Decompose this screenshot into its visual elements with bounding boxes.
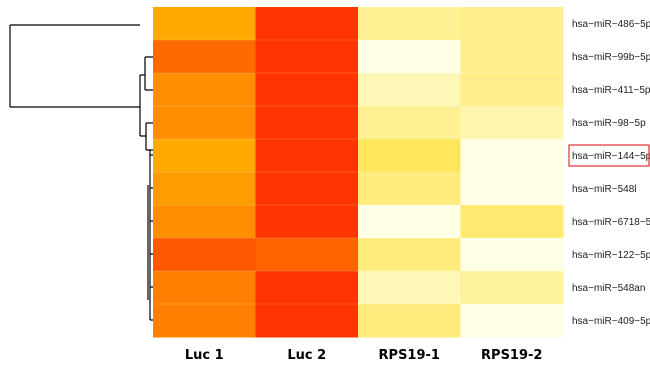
row-label: hsa−miR−98−5p [572, 118, 646, 129]
heatmap-cell [460, 7, 564, 41]
heatmap-cell [153, 7, 256, 41]
column-label: RPS19-2 [481, 348, 542, 363]
heatmap-cells [153, 7, 564, 338]
heatmap-cell [358, 304, 461, 338]
heatmap-cell [460, 304, 564, 338]
heatmap-cell [358, 205, 461, 239]
heatmap-cell [460, 271, 564, 305]
heatmap-cell [255, 238, 359, 272]
heatmap-cell [255, 172, 359, 206]
heatmap-cell [460, 172, 564, 206]
heatmap-cell [153, 205, 256, 239]
heatmap-cell [153, 172, 256, 206]
column-label: RPS19-1 [379, 348, 440, 363]
row-label: hsa−miR−409−5p [572, 316, 650, 327]
dendrogram-branch [145, 122, 153, 151]
row-label: hsa−miR−548l [572, 184, 636, 195]
dendrogram-branch [9, 24, 140, 108]
heatmap-cell [255, 73, 359, 107]
heatmap-cell [255, 40, 359, 74]
dendrogram-branch [139, 74, 146, 137]
heatmap-cell [358, 271, 461, 305]
heatmap-cell [460, 238, 564, 272]
row-label: hsa−miR−122−5p [572, 250, 650, 261]
row-label: hsa−miR−6718−5 [572, 217, 650, 228]
column-label: Luc 2 [287, 348, 326, 363]
heatmap-cell [358, 40, 461, 74]
column-label: Luc 1 [185, 348, 224, 363]
heatmap-cell [460, 40, 564, 74]
heatmap-cell [358, 73, 461, 107]
heatmap-cell [255, 7, 359, 41]
row-label: hsa−miR−486−5p [572, 19, 650, 30]
heatmap-cell [153, 271, 256, 305]
heatmap-cell [153, 73, 256, 107]
dendrogram-branch [149, 150, 153, 321]
heatmap-cell [358, 238, 461, 272]
heatmap-cell [153, 238, 256, 272]
heatmap-cell [460, 106, 564, 140]
heatmap-cell [153, 139, 256, 173]
heatmap-cell [255, 205, 359, 239]
heatmap-cell [358, 139, 461, 173]
row-label: hsa−miR−411−5p [572, 85, 650, 96]
column-labels: Luc 1 Luc 2 RPS19-1 RPS19-2 [185, 348, 543, 363]
heatmap-cell [460, 139, 564, 173]
heatmap-cell [153, 106, 256, 140]
row-labels: hsa−miR−486−5p hsa−miR−99b−5p hsa−miR−411−… [572, 19, 650, 327]
heatmap-cell [255, 271, 359, 305]
heatmap-cell [255, 139, 359, 173]
heatmap-cell [358, 106, 461, 140]
heatmap-cell [358, 172, 461, 206]
heatmap-cell [255, 304, 359, 338]
heatmap-cell [153, 40, 256, 74]
heatmap-cell [358, 7, 461, 41]
heatmap-cell [153, 304, 256, 338]
row-label: hsa−miR−144−5p [572, 151, 650, 162]
row-label: hsa−miR−548an [572, 283, 645, 294]
dendrogram-branch [144, 56, 153, 91]
heatmap-cell [460, 205, 564, 239]
row-label: hsa−miR−99b−5p [572, 52, 650, 63]
heatmap-cell [255, 106, 359, 140]
heatmap-cell [460, 73, 564, 107]
highlight-box [568, 144, 650, 167]
row-dendrogram [9, 24, 153, 321]
